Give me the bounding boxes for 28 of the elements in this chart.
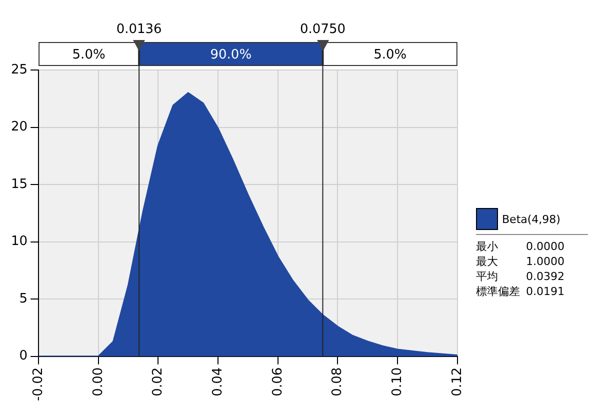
ref-line-label: 0.0136 (116, 22, 162, 37)
text: 標準偏差 (476, 284, 521, 299)
x-tick-label: 0.08 (330, 367, 346, 396)
text: 5.0% (72, 47, 106, 62)
x-tick-label: -0.02 (30, 367, 46, 402)
x-tick-label: 0.12 (450, 367, 465, 396)
y-tick-label: 5 (19, 291, 28, 306)
x-tick-label: 0.00 (90, 367, 106, 396)
x-tick-label: 0.10 (390, 367, 405, 396)
x-tick-label: 0.06 (270, 367, 286, 396)
text: 0.0191 (526, 284, 564, 299)
text: 平均 (476, 269, 499, 284)
text: 1.0000 (526, 254, 564, 269)
x-tick-label: 0.02 (150, 367, 166, 396)
y-tick-label: 20 (10, 120, 28, 135)
text: 0.0000 (526, 239, 564, 254)
text: 5.0% (374, 47, 407, 62)
x-tick-label: 0.04 (210, 367, 226, 396)
y-tick-label: 10 (10, 234, 28, 250)
legend-label: Beta(4,98) (502, 212, 560, 226)
text: 90.0% (210, 47, 252, 62)
y-tick-label: 15 (10, 176, 28, 192)
ref-line-label: 0.0750 (300, 22, 346, 37)
text: 最小 (476, 239, 499, 254)
text: 最大 (476, 254, 499, 269)
text: 0.0392 (526, 269, 564, 284)
y-tick-label: 0 (19, 348, 28, 364)
y-tick-label: 25 (10, 62, 28, 78)
